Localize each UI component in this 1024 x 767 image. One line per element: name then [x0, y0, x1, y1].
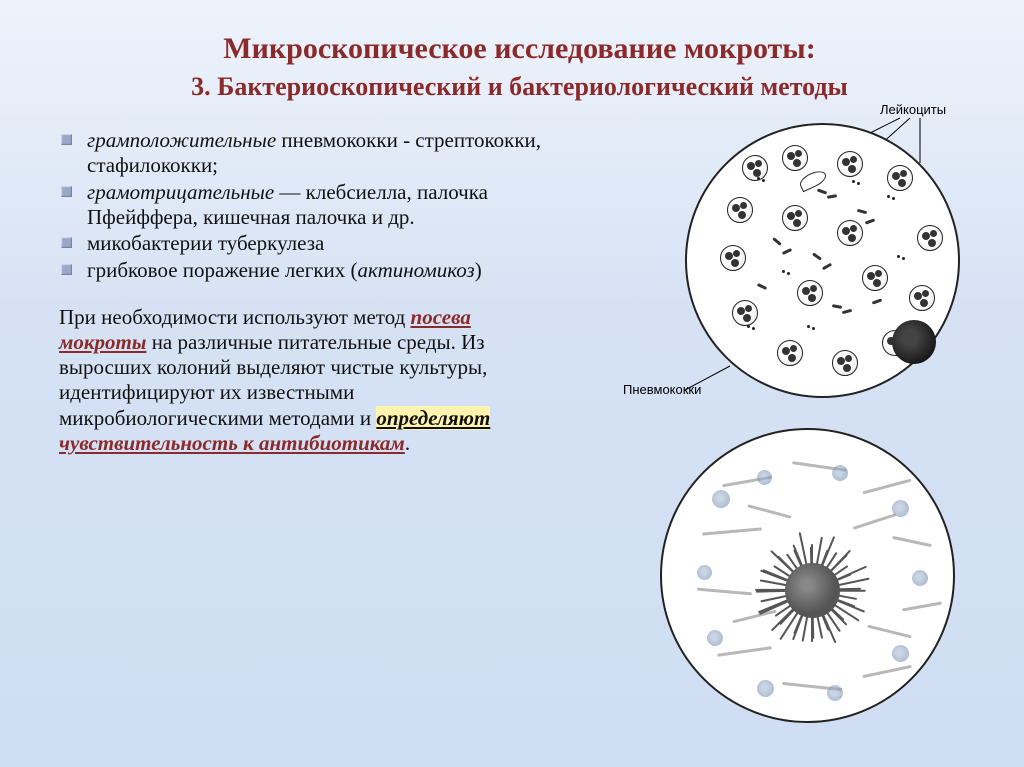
bullet-item: грибковое поражение легких (актиномикоз): [55, 258, 560, 283]
para-emphasis-3: чувствительность к антибиотикам: [59, 431, 405, 455]
bullet-item: микобактерии туберкулеза: [55, 231, 560, 256]
title-line1: Микроскопическое исследование мокроты:: [85, 30, 954, 68]
figure-column: Лейкоциты Пневмококки: [580, 128, 984, 737]
para-text: При необходимости используют метод: [59, 305, 411, 329]
bullet-italic: актиномикоз: [358, 258, 475, 282]
bullet-italic: грамотрицательные: [87, 180, 274, 204]
para-text: .: [405, 431, 410, 455]
title-line2: 3. Бактериоскопический и бактериологичес…: [85, 70, 954, 104]
title-prefix: 3.: [191, 72, 211, 101]
bullet-item: грамотрицательные — клебсиелла, палочка …: [55, 180, 560, 230]
bullet-item: грамположительные пневмококки - стрепток…: [55, 128, 560, 178]
bullet-text: грибковое поражение легких (: [87, 258, 358, 282]
slide: Микроскопическое исследование мокроты: 3…: [0, 0, 1024, 767]
callout-line-icon: [675, 358, 755, 398]
title-rest: Бактериоскопический и бактериологический…: [211, 72, 848, 101]
bullet-italic: грамположительные: [87, 128, 276, 152]
microscopy-figure-2: [660, 428, 955, 723]
microscopy-figure-1: [685, 123, 960, 398]
bullet-list: грамположительные пневмококки - стрепток…: [55, 128, 560, 283]
para-emphasis-2: определяют: [376, 406, 490, 430]
bullet-text-tail: ): [475, 258, 482, 282]
slide-title: Микроскопическое исследование мокроты: 3…: [55, 30, 984, 103]
content-area: грамположительные пневмококки - стрепток…: [55, 128, 984, 737]
text-column: грамположительные пневмококки - стрепток…: [55, 128, 560, 737]
bullet-text: микобактерии туберкулеза: [87, 231, 324, 255]
paragraph: При необходимости используют метод посев…: [55, 305, 560, 456]
